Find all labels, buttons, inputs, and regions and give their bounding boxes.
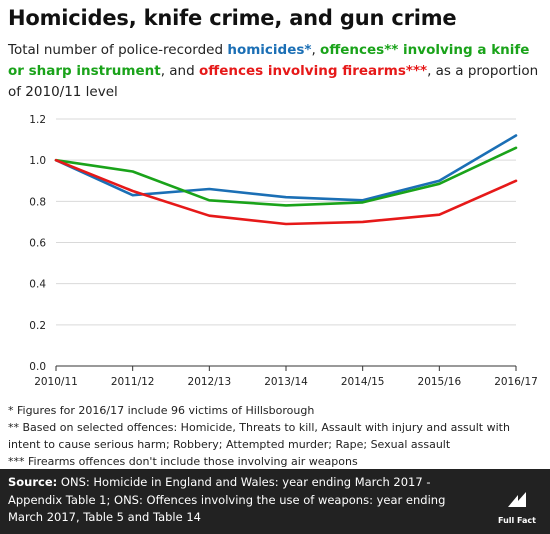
footnotes: * Figures for 2016/17 include 96 victims… [8,402,544,470]
source-text: Source: ONS: Homicide in England and Wal… [8,474,478,527]
y-tick-label: 0.0 [29,361,46,373]
x-tick-label: 2011/12 [111,376,155,388]
x-tick-label: 2015/16 [418,376,462,388]
subtitle-text-1: Total number of police-recorded [8,42,228,58]
series-line-1 [54,146,518,207]
footnote-1: * Figures for 2016/17 include 96 victims… [8,404,315,417]
y-tick-label: 1.0 [29,155,46,167]
footnote-2-cont: intent to cause serious harm; Robbery; A… [8,438,451,451]
chart-grid [56,118,516,326]
logo-text: Full Fact [498,516,536,525]
x-tick-label: 2010/11 [34,376,78,388]
source-footer: Source: ONS: Homicide in England and Wal… [0,469,550,534]
subtitle-text-2: , [311,42,321,58]
series-line-2 [54,158,518,226]
full-fact-mark-icon [508,492,526,507]
y-tick-label: 0.2 [29,320,46,332]
y-tick-label: 0.8 [29,196,46,208]
y-tick-label: 0.4 [29,279,46,291]
x-axis: 2010/11 2011/12 2012/13 2013/14 2014/15 2015/… [34,365,538,388]
subtitle-firearms: offences involving firearms*** [198,63,428,79]
line-chart: 0.0 0.2 0.4 0.6 0.8 1.0 1.2 2010/11 2011/12 2012… [29,114,538,388]
source-body: ONS: Homicide in England and Wales: year… [8,475,446,524]
footnote-2: ** Based on selected offences: Homicide,… [8,421,510,434]
subtitle-homicides: homicides* [227,42,312,58]
chart-subtitle: Total number of police-recorded homicide… [8,40,544,103]
x-tick-label: 2012/13 [188,376,232,388]
y-axis-ticks: 0.0 0.2 0.4 0.6 0.8 1.0 1.2 [29,114,46,373]
footnote-3: *** Firearms offences don't include thos… [8,455,358,468]
full-fact-logo: Full Fact [496,489,538,525]
chart-series [54,134,518,226]
subtitle-text-3: , and [160,63,199,79]
series-line-0 [54,134,518,202]
x-tick-label: 2014/15 [341,376,385,388]
x-tick-label: 2016/17 [494,376,538,388]
x-tick-label: 2013/14 [264,376,308,388]
subtitle-text-4: , as a proportion of 2010/11 level [8,63,539,100]
y-tick-label: 1.2 [29,114,46,126]
chart-title: Homicides, knife crime, and gun crime [8,6,457,30]
subtitle-knife: offences** involving a knife or sharp in… [8,42,530,79]
source-label: Source: [8,475,58,489]
y-tick-label: 0.6 [29,238,46,250]
